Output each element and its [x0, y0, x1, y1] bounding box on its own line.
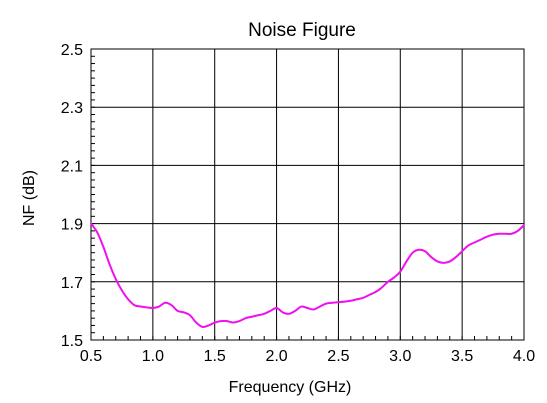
y-axis-label: NF (dB) [21, 170, 38, 226]
x-tick-label: 4.0 [513, 348, 535, 365]
x-tick-label: 3.5 [451, 348, 473, 365]
y-tick-label: 2.1 [61, 158, 83, 175]
chart-title: Noise Figure [248, 20, 356, 41]
plot-area [90, 48, 525, 341]
y-tick-label: 1.7 [61, 275, 83, 292]
minor-ticks [90, 48, 525, 341]
y-tick-label: 1.5 [61, 333, 83, 350]
x-tick-label: 2.0 [265, 348, 287, 365]
series-layer [90, 222, 525, 329]
chart-frame: Noise Figure 2.5 2.3 2.1 1.9 1.7 1.5 0.5 1.0 1.… [2, 2, 542, 398]
y-tick-label: 2.3 [61, 100, 83, 117]
y-tick-label: 2.5 [61, 42, 83, 59]
x-tick-labels: 0.5 1.0 1.5 2.0 2.5 3.0 3.5 4.0 [80, 348, 535, 365]
noise-figure-series-line [90, 222, 525, 329]
y-tick-label: 1.9 [61, 217, 83, 234]
noise-figure-chart: Noise Figure 2.5 2.3 2.1 1.9 1.7 1.5 0.5 1.0 1.… [21, 20, 535, 396]
x-axis-label: Frequency (GHz) [229, 379, 352, 396]
x-tick-label: 3.0 [389, 348, 411, 365]
x-tick-label: 1.5 [204, 348, 226, 365]
y-tick-labels: 2.5 2.3 2.1 1.9 1.7 1.5 [61, 42, 83, 350]
x-tick-label: 2.5 [327, 348, 349, 365]
x-tick-label: 0.5 [80, 348, 102, 365]
x-tick-label: 1.0 [142, 348, 164, 365]
grid [91, 49, 524, 340]
